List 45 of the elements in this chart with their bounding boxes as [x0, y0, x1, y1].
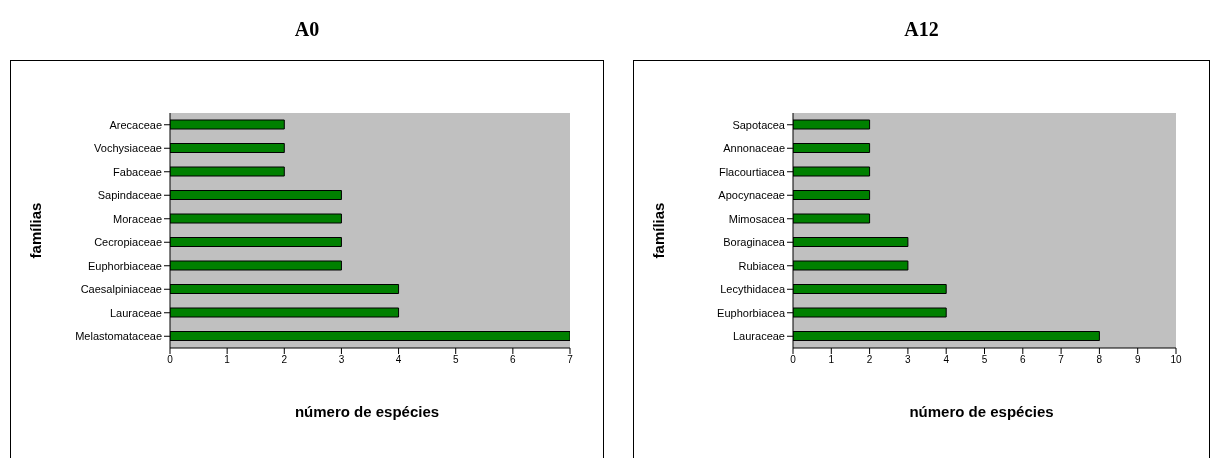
- x-tick-label: 7: [1058, 354, 1065, 366]
- x-tick-label: 6: [1020, 354, 1027, 366]
- x-tick-label: 1: [224, 354, 231, 366]
- y-tick-label: Annonaceae: [723, 142, 785, 155]
- y-axis-title: famílias: [27, 202, 45, 259]
- x-tick-label: 1: [828, 354, 835, 366]
- y-tick-label: Vochysiaceae: [94, 142, 162, 155]
- x-tick-label: 10: [1170, 354, 1182, 366]
- y-tick-label: Arecaceae: [109, 118, 162, 131]
- x-tick-label: 7: [567, 354, 574, 366]
- x-tick-label: 2: [281, 354, 288, 366]
- x-axis-title: número de espécies: [293, 403, 441, 420]
- y-tick-label: Boraginacea: [723, 236, 786, 249]
- y-tick-label: Caesalpiniaceae: [80, 283, 162, 296]
- y-tick-label: Mimosacea: [728, 212, 786, 225]
- y-tick-label: Fabaceae: [113, 165, 162, 178]
- y-tick-label: Apocynaceae: [718, 189, 785, 202]
- y-tick-label: Moraceae: [113, 212, 162, 225]
- x-tick-label: 4: [395, 354, 402, 366]
- x-tick-label: 0: [167, 354, 174, 366]
- y-tick-label: Flacourtiacea: [718, 165, 786, 178]
- y-tick-label: Sapindaceae: [97, 189, 162, 202]
- y-tick-label: Cecropiaceae: [94, 236, 162, 249]
- y-tick-label: Lecythidacea: [720, 283, 786, 296]
- x-tick-label: 9: [1134, 354, 1141, 366]
- x-tick-label: 2: [866, 354, 873, 366]
- x-tick-label: 6: [510, 354, 517, 366]
- x-tick-label: 3: [338, 354, 345, 366]
- chart-title: A12: [903, 18, 940, 41]
- x-axis-title: número de espécies: [908, 403, 1055, 420]
- x-tick-label: 5: [981, 354, 988, 366]
- x-tick-label: 8: [1096, 354, 1103, 366]
- x-tick-label: 0: [790, 354, 797, 366]
- x-tick-label: 3: [905, 354, 912, 366]
- y-tick-label: Euphorbiacea: [717, 306, 786, 319]
- x-tick-label: 5: [452, 354, 459, 366]
- x-tick-label: 4: [943, 354, 950, 366]
- y-axis-title: famílias: [650, 202, 668, 259]
- chart-title: A0: [293, 18, 321, 41]
- y-tick-label: Sapotacea: [732, 118, 786, 131]
- y-tick-label: Rubiacea: [738, 259, 786, 272]
- y-tick-label: Euphorbiaceae: [87, 259, 162, 272]
- y-tick-label: Lauraceae: [733, 330, 785, 343]
- y-tick-label: Lauraceae: [110, 306, 162, 319]
- y-tick-label: Melastomataceae: [75, 330, 162, 343]
